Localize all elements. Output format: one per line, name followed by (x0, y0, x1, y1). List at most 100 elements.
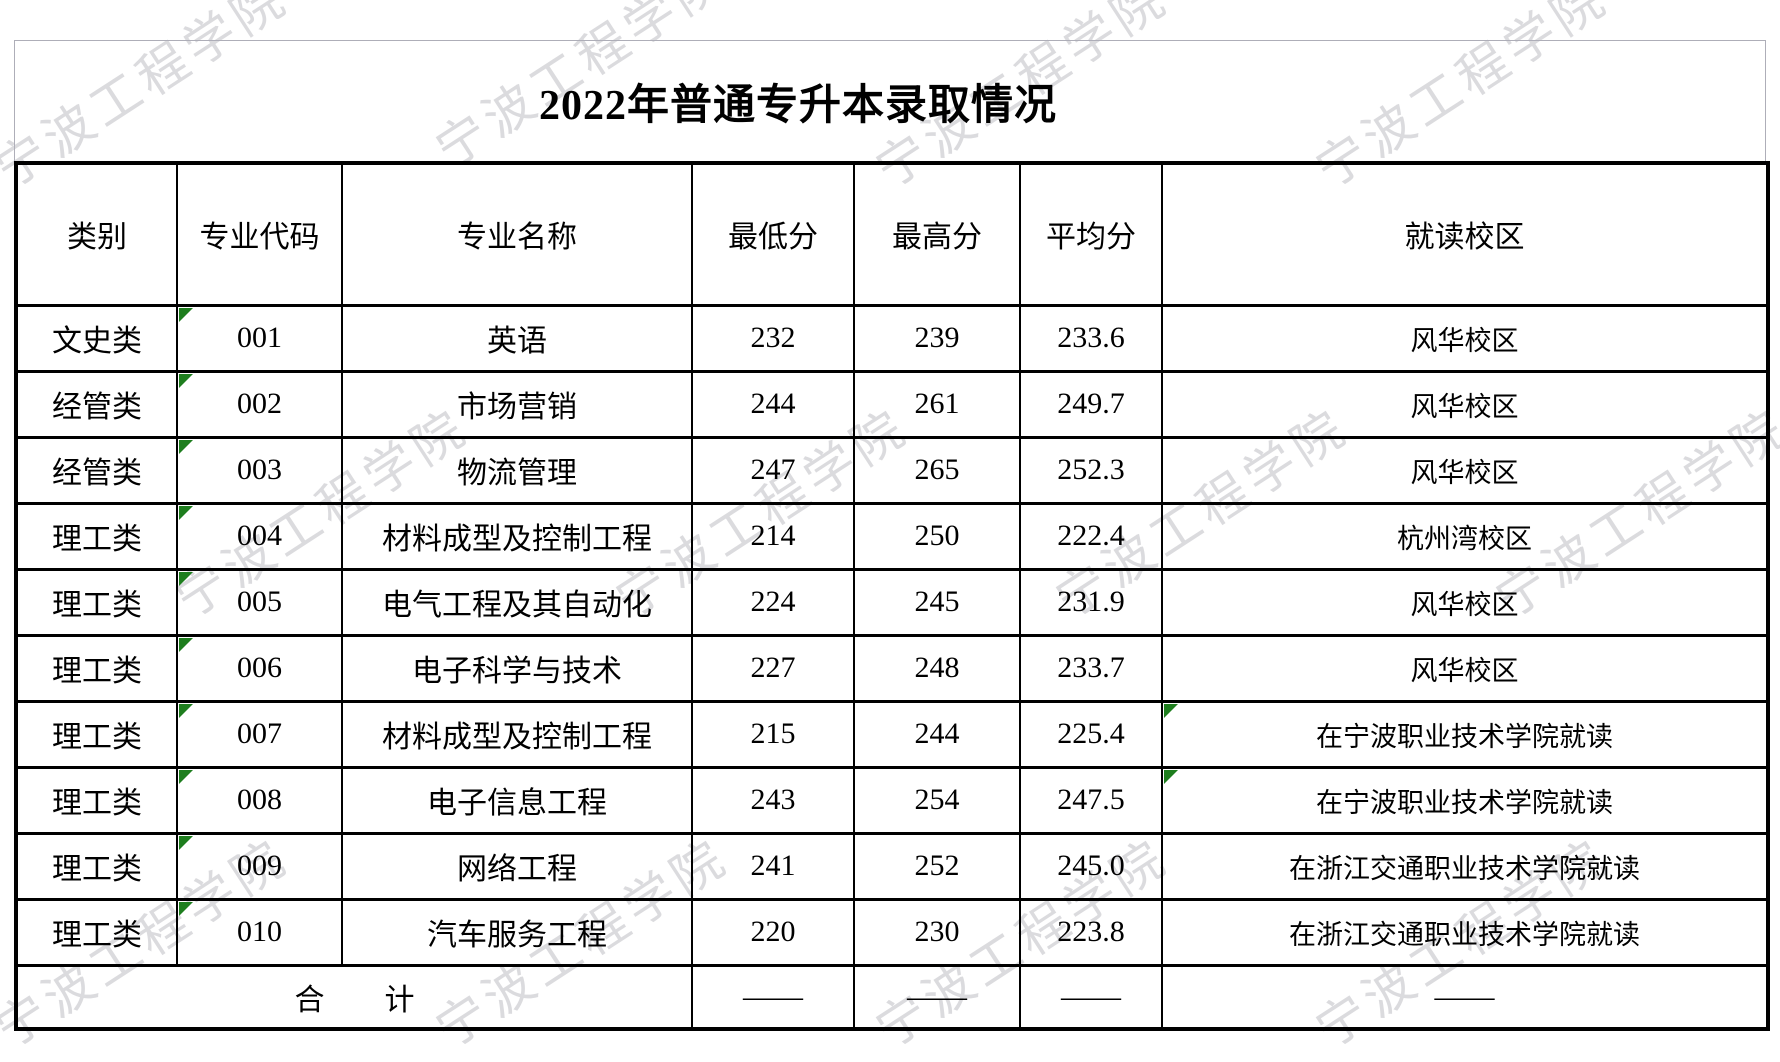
cell-avg-text: 223.8 (1057, 915, 1125, 948)
cell-avg-text: 252.3 (1057, 453, 1125, 486)
cell-category-text: 理工类 (52, 787, 142, 820)
cell-avg-text: 222.4 (1057, 519, 1125, 552)
cell-code-text: 001 (237, 321, 282, 354)
cell-min: 220 (691, 897, 855, 967)
cell-max: 254 (853, 765, 1021, 835)
cell-avg: 223.8 (1019, 897, 1163, 967)
cell-campus: 风华校区 (1161, 303, 1769, 373)
cell-major: 市场营销 (341, 369, 693, 439)
cell-code-text: 004 (237, 519, 282, 552)
cell-category-text: 经管类 (52, 391, 142, 424)
cell-campus: 在宁波职业技术学院就读 (1161, 699, 1769, 769)
cell-max-text: 230 (914, 915, 960, 948)
cell-category: 理工类 (15, 633, 178, 703)
cell-category: 理工类 (15, 699, 178, 769)
cell-code: 006 (176, 633, 343, 703)
cell-category-text: 理工类 (52, 721, 142, 754)
header-campus: 就读校区 (1161, 161, 1769, 307)
cell-category: 理工类 (15, 897, 178, 967)
cell-code-text: 008 (237, 783, 282, 816)
cell-major: 电子科学与技术 (341, 633, 693, 703)
cell-code: 001 (176, 303, 343, 373)
cell-code: 004 (176, 501, 343, 571)
cell-category-text: 理工类 (52, 919, 142, 952)
number-as-text-indicator-icon (179, 769, 193, 784)
admission-table: 类别 专业代码 专业名称 最低分 最高分 平均分 就读校区 文史类 001 英语 23… (14, 161, 1770, 1031)
total-campus-cell: —— (1161, 963, 1769, 1031)
cell-campus: 在宁波职业技术学院就读 (1161, 765, 1769, 835)
cell-max: 265 (853, 435, 1021, 505)
number-as-text-indicator-icon (179, 307, 193, 322)
page-title: 2022年普通专升本录取情况 (538, 82, 1057, 129)
table-row: 理工类 006 电子科学与技术 227 248 233.7 风华校区 (15, 633, 1769, 703)
cell-code: 007 (176, 699, 343, 769)
cell-major: 材料成型及控制工程 (341, 699, 693, 769)
cell-max: 245 (853, 567, 1021, 637)
cell-min-text: 214 (750, 519, 796, 552)
cell-max-text: 250 (914, 519, 960, 552)
cell-category: 理工类 (15, 765, 178, 835)
cell-major: 电气工程及其自动化 (341, 567, 693, 637)
header-major: 专业名称 (341, 161, 693, 307)
cell-major: 网络工程 (341, 831, 693, 901)
cell-max-text: 239 (914, 321, 960, 354)
header-category: 类别 (15, 161, 178, 307)
cell-max-text: 245 (914, 585, 960, 618)
total-min-cell: —— (691, 963, 855, 1031)
cell-avg-text: 233.6 (1057, 321, 1125, 354)
table-row: 理工类 004 材料成型及控制工程 214 250 222.4 杭州湾校区 (15, 501, 1769, 571)
table-body: 文史类 001 英语 232 239 233.6 风华校区 经管类 002 市场营销 244 261 2… (15, 303, 1769, 967)
cell-min: 215 (691, 699, 855, 769)
cell-min-text: 243 (750, 783, 796, 816)
cell-campus-text: 风华校区 (1410, 589, 1519, 620)
cell-min-text: 232 (750, 321, 796, 354)
cell-major-text: 物流管理 (457, 457, 577, 490)
header-min-score: 最低分 (691, 161, 855, 307)
cell-code-text: 006 (237, 651, 282, 684)
cell-max-text: 244 (914, 717, 960, 750)
cell-campus: 杭州湾校区 (1161, 501, 1769, 571)
cell-major-text: 市场营销 (457, 391, 577, 424)
cell-campus: 在浙江交通职业技术学院就读 (1161, 897, 1769, 967)
cell-campus: 风华校区 (1161, 567, 1769, 637)
cell-major: 物流管理 (341, 435, 693, 505)
cell-min-text: 220 (750, 915, 796, 948)
cell-avg: 233.7 (1019, 633, 1163, 703)
cell-category-text: 理工类 (52, 853, 142, 886)
cell-code-text: 003 (237, 453, 282, 486)
table-row: 理工类 007 材料成型及控制工程 215 244 225.4 在宁波职业技术学院就读 (15, 699, 1769, 769)
cell-major-text: 网络工程 (457, 853, 577, 886)
table-row: 理工类 008 电子信息工程 243 254 247.5 在宁波职业技术学院就读 (15, 765, 1769, 835)
cell-category: 理工类 (15, 567, 178, 637)
cell-category-text: 经管类 (52, 457, 142, 490)
number-as-text-indicator-icon (179, 835, 193, 850)
cell-min-text: 244 (750, 387, 796, 420)
cell-min-text: 215 (750, 717, 796, 750)
cell-major-text: 材料成型及控制工程 (382, 523, 652, 556)
cell-major-text: 汽车服务工程 (427, 919, 607, 952)
cell-avg-text: 245.0 (1057, 849, 1125, 882)
cell-category: 文史类 (15, 303, 178, 373)
cell-campus-text: 在浙江交通职业技术学院就读 (1289, 853, 1640, 884)
number-as-text-indicator-icon (1164, 769, 1178, 784)
number-as-text-indicator-icon (179, 505, 193, 520)
cell-category: 理工类 (15, 501, 178, 571)
cell-campus-text: 风华校区 (1410, 391, 1519, 422)
cell-min: 224 (691, 567, 855, 637)
cell-category-text: 理工类 (52, 589, 142, 622)
cell-major: 电子信息工程 (341, 765, 693, 835)
cell-avg-text: 247.5 (1057, 783, 1125, 816)
sheet: 2022年普通专升本录取情况 类别 专业代码 专业名称 最低分 最高分 平均分 … (14, 40, 1770, 1031)
cell-campus-text: 在宁波职业技术学院就读 (1316, 721, 1613, 752)
cell-avg: 249.7 (1019, 369, 1163, 439)
table-row: 理工类 010 汽车服务工程 220 230 223.8 在浙江交通职业技术学院就读 (15, 897, 1769, 967)
cell-code-text: 010 (237, 915, 282, 948)
cell-code: 005 (176, 567, 343, 637)
cell-avg-text: 249.7 (1057, 387, 1125, 420)
cell-category-text: 文史类 (52, 325, 142, 358)
cell-campus-text: 杭州湾校区 (1397, 523, 1532, 554)
table-row: 理工类 005 电气工程及其自动化 224 245 231.9 风华校区 (15, 567, 1769, 637)
cell-category: 理工类 (15, 831, 178, 901)
cell-campus: 风华校区 (1161, 435, 1769, 505)
